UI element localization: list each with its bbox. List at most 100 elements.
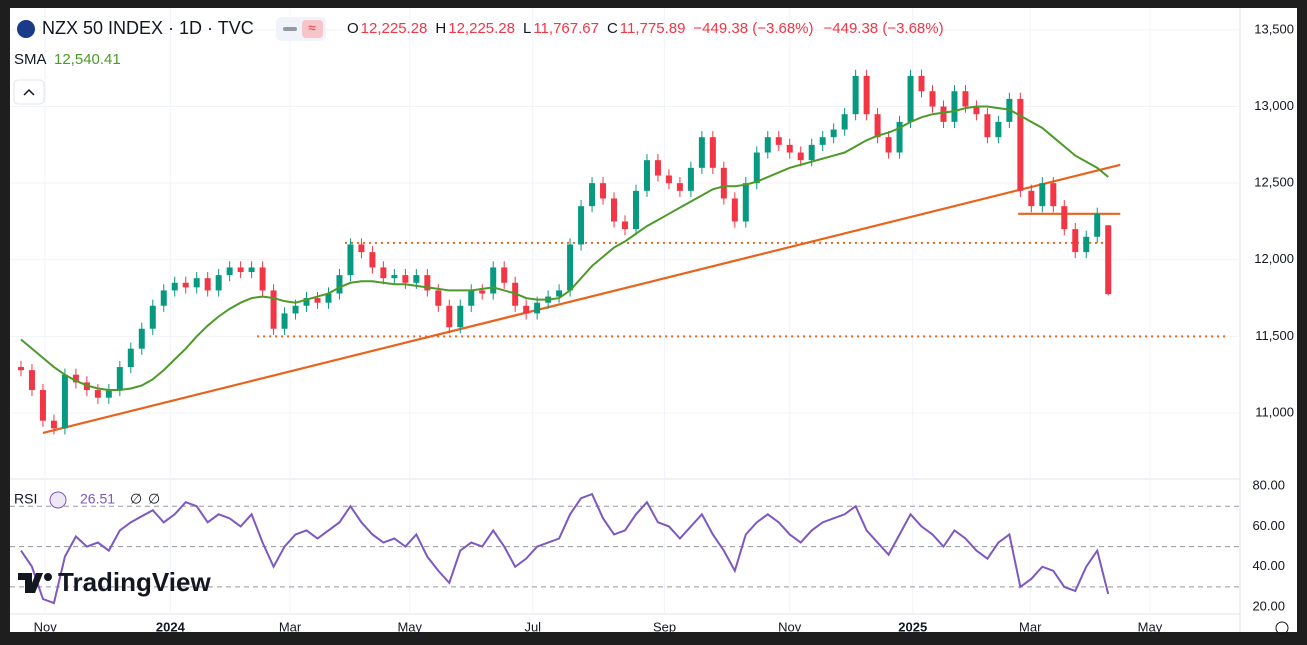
ohlc-text: 11,767.67 bbox=[533, 20, 599, 37]
candle-body bbox=[94, 390, 101, 398]
candle-body bbox=[742, 183, 749, 222]
x-tick-label: Sep bbox=[653, 619, 676, 634]
candle-body bbox=[468, 290, 475, 306]
y-tick-label: 12,000 bbox=[1254, 251, 1294, 266]
candle-body bbox=[654, 160, 661, 176]
logo-dot bbox=[44, 573, 52, 581]
candle-body bbox=[643, 160, 650, 191]
candle-body bbox=[863, 75, 870, 115]
candle-body bbox=[479, 290, 486, 294]
candle-body bbox=[435, 290, 442, 306]
candle-body bbox=[698, 137, 705, 168]
ohlc-text: O bbox=[347, 20, 359, 37]
candle-body bbox=[281, 313, 288, 329]
ohlc-text: H bbox=[435, 20, 446, 37]
candle-body bbox=[446, 305, 453, 328]
y-tick-label: 11,000 bbox=[1255, 404, 1294, 419]
candle-body bbox=[973, 106, 980, 115]
candle-body bbox=[578, 206, 585, 245]
candle-body bbox=[402, 275, 409, 283]
sma-value: 12,540.41 bbox=[54, 51, 121, 68]
candle-body bbox=[1072, 229, 1079, 253]
legend: NZX 50 INDEX · 1D · TVC ≈ O 12,225.28 H 12,… bbox=[13, 17, 944, 509]
candle-body bbox=[237, 267, 244, 273]
candle-body bbox=[929, 91, 936, 107]
candle-body bbox=[556, 290, 563, 297]
candle-body bbox=[193, 278, 200, 288]
candle-body bbox=[457, 305, 464, 328]
rsi-value: 26.51 bbox=[80, 491, 115, 507]
collapse-button[interactable] bbox=[13, 79, 45, 105]
settings-icon[interactable] bbox=[1275, 621, 1289, 635]
x-tick-label: Nov bbox=[778, 619, 802, 634]
ohlc-text: C bbox=[607, 20, 618, 37]
candle-body bbox=[665, 175, 672, 184]
candle-body bbox=[731, 198, 738, 222]
candle-body bbox=[918, 75, 925, 92]
candle-body bbox=[50, 420, 57, 429]
candle-body bbox=[676, 183, 683, 191]
candle-body bbox=[138, 328, 145, 349]
candle-body bbox=[413, 275, 420, 283]
candle-body bbox=[501, 267, 508, 283]
ohlc-text: 11,775.89 bbox=[620, 20, 686, 37]
candle-body bbox=[841, 114, 848, 130]
candle-body bbox=[369, 252, 376, 268]
rsi-tick-label: 40.00 bbox=[1252, 558, 1285, 573]
drawing-line bbox=[42, 163, 1121, 435]
rsi-tick-label: 60.00 bbox=[1252, 518, 1285, 533]
candle-body bbox=[17, 367, 24, 371]
candle-body bbox=[797, 152, 804, 161]
candle-body bbox=[380, 267, 387, 279]
candle-body bbox=[995, 121, 1002, 138]
y-tick-label: 13,000 bbox=[1254, 98, 1294, 113]
candle-body bbox=[1105, 225, 1112, 295]
candle-body bbox=[182, 282, 189, 288]
ohlc-text: 12,225.28 bbox=[448, 20, 515, 37]
candle-body bbox=[171, 282, 178, 291]
candle-body bbox=[984, 114, 991, 138]
candle-body bbox=[1039, 183, 1046, 207]
candle-body bbox=[786, 144, 793, 153]
ohlc-values: O 12,225.28 H 12,225.28 L 11,767.67 C 11,775.89… bbox=[347, 20, 944, 37]
candle-body bbox=[358, 244, 365, 253]
flag-icon bbox=[17, 20, 35, 38]
candle-body bbox=[852, 75, 859, 115]
y-tick-label: 11,500 bbox=[1255, 328, 1294, 343]
logo-mark bbox=[18, 573, 43, 593]
candle-body bbox=[1061, 206, 1068, 230]
rsi-tick-label: 80.00 bbox=[1252, 477, 1285, 492]
compare-glyph: ≈ bbox=[308, 20, 316, 36]
symbol-title: NZX 50 INDEX · 1D · TVC bbox=[42, 18, 254, 38]
x-tick-label: 2024 bbox=[156, 619, 186, 634]
sma-line bbox=[20, 105, 1109, 392]
rsi-icon bbox=[49, 491, 67, 509]
candle-body bbox=[907, 75, 914, 122]
candle-body bbox=[567, 244, 574, 291]
candle-body bbox=[622, 221, 628, 230]
x-tick-label: Mar bbox=[279, 619, 302, 634]
sma-label: SMA bbox=[14, 51, 47, 68]
candle-body bbox=[116, 367, 123, 391]
candle-body bbox=[1083, 236, 1090, 253]
candle-body bbox=[709, 137, 716, 168]
x-tick-label: May bbox=[397, 619, 422, 634]
candle-body bbox=[940, 106, 947, 122]
watermark: TradingView bbox=[18, 567, 211, 597]
candle-body bbox=[259, 267, 266, 291]
candle-body bbox=[325, 293, 332, 303]
candle-body bbox=[764, 137, 771, 153]
candle-body bbox=[885, 137, 892, 153]
y-tick-label: 12,500 bbox=[1254, 175, 1294, 190]
candle-body bbox=[1094, 213, 1101, 237]
candle-body bbox=[270, 290, 277, 329]
candle-body bbox=[215, 275, 222, 291]
candle-body bbox=[600, 183, 607, 199]
candle-body bbox=[28, 370, 35, 391]
plot: Nov 2024 Mar May Jul Sep Nov 2025 Mar May 11,000 11… bbox=[10, 8, 1294, 634]
ohlc-text: −449.38 (−3.68%) bbox=[824, 20, 944, 37]
candle-body bbox=[687, 167, 694, 191]
candle-body bbox=[61, 374, 68, 429]
candle-body bbox=[347, 244, 354, 276]
